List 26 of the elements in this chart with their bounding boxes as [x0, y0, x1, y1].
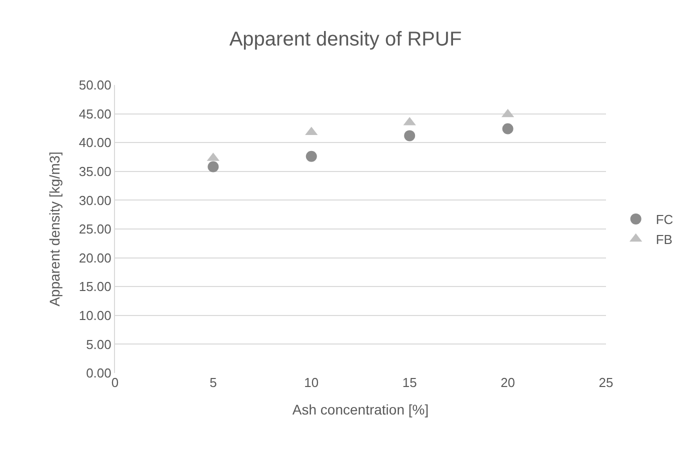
point [404, 130, 416, 142]
y-tick-label: 15.00 [78, 279, 112, 294]
y-tick-label: 5.00 [86, 336, 112, 352]
legend-label: FB [656, 232, 672, 247]
point [208, 161, 219, 172]
y-tick-label: 30.00 [78, 192, 112, 208]
y-tick-label: 50.00 [78, 78, 112, 93]
y-tick-label: 0.00 [86, 366, 112, 381]
x-tick-label: 25 [598, 375, 614, 390]
chart-title: Apparent density of RPUF [229, 28, 462, 51]
point [502, 123, 514, 134]
y-tick-label: 35.00 [78, 164, 112, 179]
x-tick-label: 5 [210, 375, 217, 390]
x-tick-label: 20 [500, 375, 516, 390]
y-tick-label: 45.00 [78, 106, 112, 122]
x-axis-title: Ash concentration [%] [292, 401, 429, 418]
x-tick-label: 15 [402, 375, 417, 390]
y-tick-label: 10.00 [78, 308, 112, 323]
y-tick-label: 40.00 [78, 135, 112, 150]
legend-label: FC [656, 212, 674, 228]
point [306, 150, 317, 162]
y-tick-label: 25.00 [78, 222, 112, 237]
x-tick-label: 10 [304, 375, 319, 390]
y-tick-label: 20.00 [78, 250, 112, 266]
y-axis-title: Apparent density [kg/m3] [46, 152, 62, 306]
x-tick-label: 0 [111, 375, 119, 390]
